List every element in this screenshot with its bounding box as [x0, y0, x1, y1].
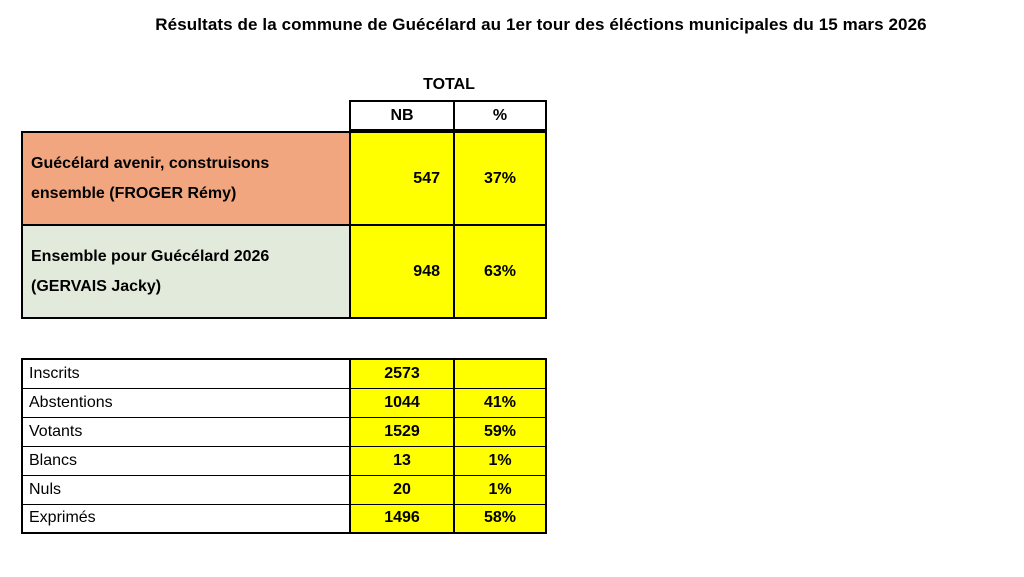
stat-percent-cell: 59%	[453, 416, 547, 447]
candidates-results-table: Guécélard avenir, construisons ensemble …	[21, 131, 547, 319]
candidate-votes-cell: 547	[349, 131, 455, 226]
table-row: Guécélard avenir, construisons ensemble …	[21, 131, 547, 226]
candidate-percent-cell: 63%	[453, 224, 547, 319]
table-row: Inscrits 2573	[21, 358, 547, 389]
candidate-name-cell: Ensemble pour Guécélard 2026 (GERVAIS Ja…	[21, 224, 351, 319]
results-header-table: NB %	[349, 100, 547, 131]
table-row: Abstentions 1044 41%	[21, 387, 547, 418]
stat-label-cell: Inscrits	[21, 358, 351, 389]
stat-label-cell: Abstentions	[21, 387, 351, 418]
stat-label-cell: Exprimés	[21, 503, 351, 534]
stat-percent-cell	[453, 358, 547, 389]
stat-value-cell: 20	[349, 474, 455, 505]
stat-value-cell: 2573	[349, 358, 455, 389]
table-row: Nuls 20 1%	[21, 474, 547, 505]
participation-stats-table: Inscrits 2573 Abstentions 1044 41% Votan…	[21, 358, 547, 534]
stat-value-cell: 1529	[349, 416, 455, 447]
stat-value-cell: 1044	[349, 387, 455, 418]
stat-value-cell: 13	[349, 445, 455, 476]
candidate-percent-cell: 37%	[453, 131, 547, 226]
column-header-nb: NB	[349, 100, 455, 131]
header-row: NB %	[349, 100, 547, 131]
total-column-group-label: TOTAL	[423, 76, 475, 93]
candidate-votes-cell: 948	[349, 224, 455, 319]
stat-value-cell: 1496	[349, 503, 455, 534]
table-row: Exprimés 1496 58%	[21, 503, 547, 534]
table-row: Ensemble pour Guécélard 2026 (GERVAIS Ja…	[21, 224, 547, 319]
page-title: Résultats de la commune de Guécélard au …	[155, 15, 927, 34]
stat-label-cell: Blancs	[21, 445, 351, 476]
stat-label-cell: Votants	[21, 416, 351, 447]
stat-label-cell: Nuls	[21, 474, 351, 505]
candidate-name-cell: Guécélard avenir, construisons ensemble …	[21, 131, 351, 226]
stat-percent-cell: 41%	[453, 387, 547, 418]
table-row: Votants 1529 59%	[21, 416, 547, 447]
column-header-pct: %	[453, 100, 547, 131]
stat-percent-cell: 1%	[453, 474, 547, 505]
stat-percent-cell: 58%	[453, 503, 547, 534]
stat-percent-cell: 1%	[453, 445, 547, 476]
table-row: Blancs 13 1%	[21, 445, 547, 476]
